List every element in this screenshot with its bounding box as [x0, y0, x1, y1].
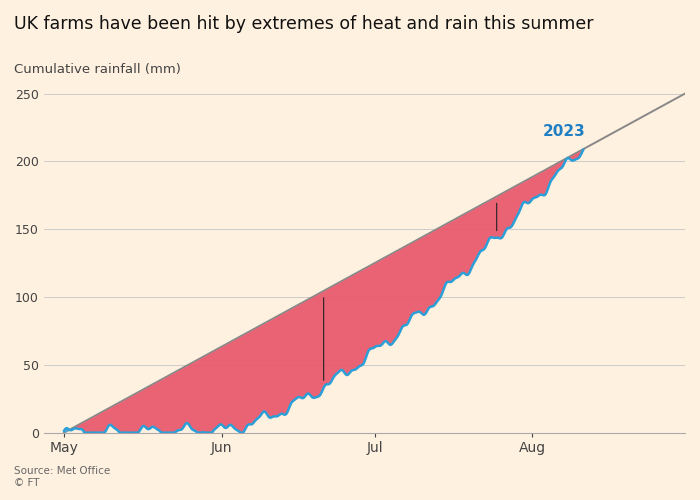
- Text: 2023: 2023: [542, 124, 585, 139]
- Text: Cumulative rainfall (mm): Cumulative rainfall (mm): [14, 62, 181, 76]
- Text: Source: Met Office
© FT: Source: Met Office © FT: [14, 466, 111, 487]
- Text: UK farms have been hit by extremes of heat and rain this summer: UK farms have been hit by extremes of he…: [14, 15, 594, 33]
